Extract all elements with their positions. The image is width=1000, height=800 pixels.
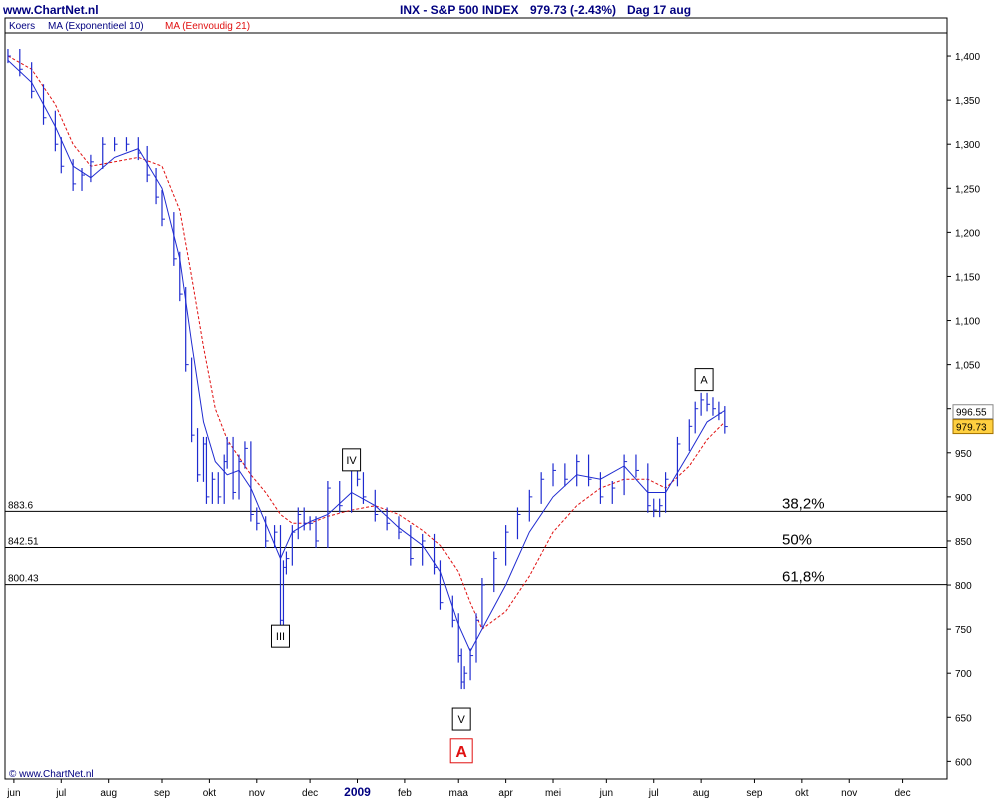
level-ratio-label: 61,8%: [782, 569, 825, 586]
y-tick-label: 1,100: [955, 317, 980, 328]
y-tick-label: 850: [955, 537, 972, 548]
y-tick-label: 1,250: [955, 184, 980, 195]
ema-series-line: [7, 60, 726, 653]
x-axis: jun jul aug sep okt nov dec 2009 feb maa apr mei jun…: [6, 779, 911, 799]
x-tick-label: aug: [693, 788, 710, 799]
x-tick-label: jun: [6, 788, 20, 799]
wave-label-box: [694, 368, 714, 392]
wave-label-box: [449, 738, 473, 764]
y-tick-label: 1,200: [955, 228, 980, 239]
period-label: Dag 17 aug: [627, 3, 691, 17]
x-tick-label: jul: [55, 788, 66, 799]
x-tick-label: 2009: [344, 785, 371, 799]
ema-line: [7, 60, 726, 653]
x-tick-label: aug: [100, 788, 117, 799]
wave-label: IV: [346, 455, 357, 467]
plot-frame: [4, 17, 948, 780]
legend-ema: MA (Exponentieel 10): [48, 21, 144, 32]
y-tick-label: 650: [955, 713, 972, 724]
y-tick-label: 950: [955, 449, 972, 460]
wave-label: A: [455, 744, 467, 761]
y-tick-label: 1,050: [955, 361, 980, 372]
watermark: © www.ChartNet.nl: [9, 769, 94, 780]
y-tick-label: 1,150: [955, 272, 980, 283]
wave-label-box: [451, 707, 471, 731]
fibonacci-levels: 883.6 38,2% 842.51 50% 800.43 61,8%: [5, 495, 947, 586]
x-tick-label: sep: [746, 788, 763, 799]
sma-line: [7, 55, 726, 630]
x-tick-label: feb: [398, 788, 412, 799]
wave-label: III: [276, 631, 285, 643]
level-value-label: 800.43: [8, 574, 39, 585]
x-tick-label: mei: [545, 788, 561, 799]
wave-label-box: [342, 448, 362, 472]
price-last-label: 979.73: [956, 423, 987, 434]
wave-label: A: [700, 375, 708, 387]
price-last-badge: [952, 419, 994, 435]
x-tick-label: nov: [841, 788, 857, 799]
x-tick-label: jul: [648, 788, 659, 799]
wave-label-box: [270, 624, 290, 648]
y-tick-label: 700: [955, 669, 972, 680]
wave-labels: III IV V A A: [270, 368, 714, 764]
level-ratio-label: 50%: [782, 532, 812, 549]
y-tick-label: 1,300: [955, 140, 980, 151]
x-tick-label: nov: [249, 788, 265, 799]
y-tick-label: 600: [955, 757, 972, 768]
y-tick-label: 800: [955, 581, 972, 592]
x-tick-label: jun: [599, 788, 613, 799]
y-tick-label: 900: [955, 493, 972, 504]
y-tick-label: 1,400: [955, 52, 980, 63]
price-bars: [7, 48, 728, 690]
wave-label: V: [458, 714, 466, 726]
x-tick-label: apr: [498, 788, 513, 799]
sma-last-label: 996.55: [956, 408, 987, 419]
x-tick-label: maa: [448, 788, 468, 799]
level-ratio-label: 38,2%: [782, 495, 825, 512]
y-tick-label: 1,350: [955, 96, 980, 107]
sma-series-line: [7, 55, 726, 630]
x-tick-label: dec: [302, 788, 318, 799]
level-value-label: 883.6: [8, 500, 33, 511]
y-tick-label: 750: [955, 625, 972, 636]
x-tick-label: dec: [895, 788, 911, 799]
index-title: INX - S&P 500 INDEX: [400, 3, 519, 17]
legend-sma: MA (Eenvoudig 21): [165, 21, 250, 32]
sma-last-badge: [952, 404, 994, 420]
quote-value: 979.73 (-2.43%): [530, 3, 616, 17]
x-tick-label: okt: [795, 788, 809, 799]
legend-price: Koers: [9, 21, 35, 32]
y-axis: 6006507007508008509009501,0001,0501,1001…: [947, 52, 994, 768]
level-value-label: 842.51: [8, 537, 39, 548]
x-tick-label: okt: [203, 788, 217, 799]
site-name[interactable]: www.ChartNet.nl: [2, 3, 99, 17]
x-tick-label: sep: [154, 788, 171, 799]
